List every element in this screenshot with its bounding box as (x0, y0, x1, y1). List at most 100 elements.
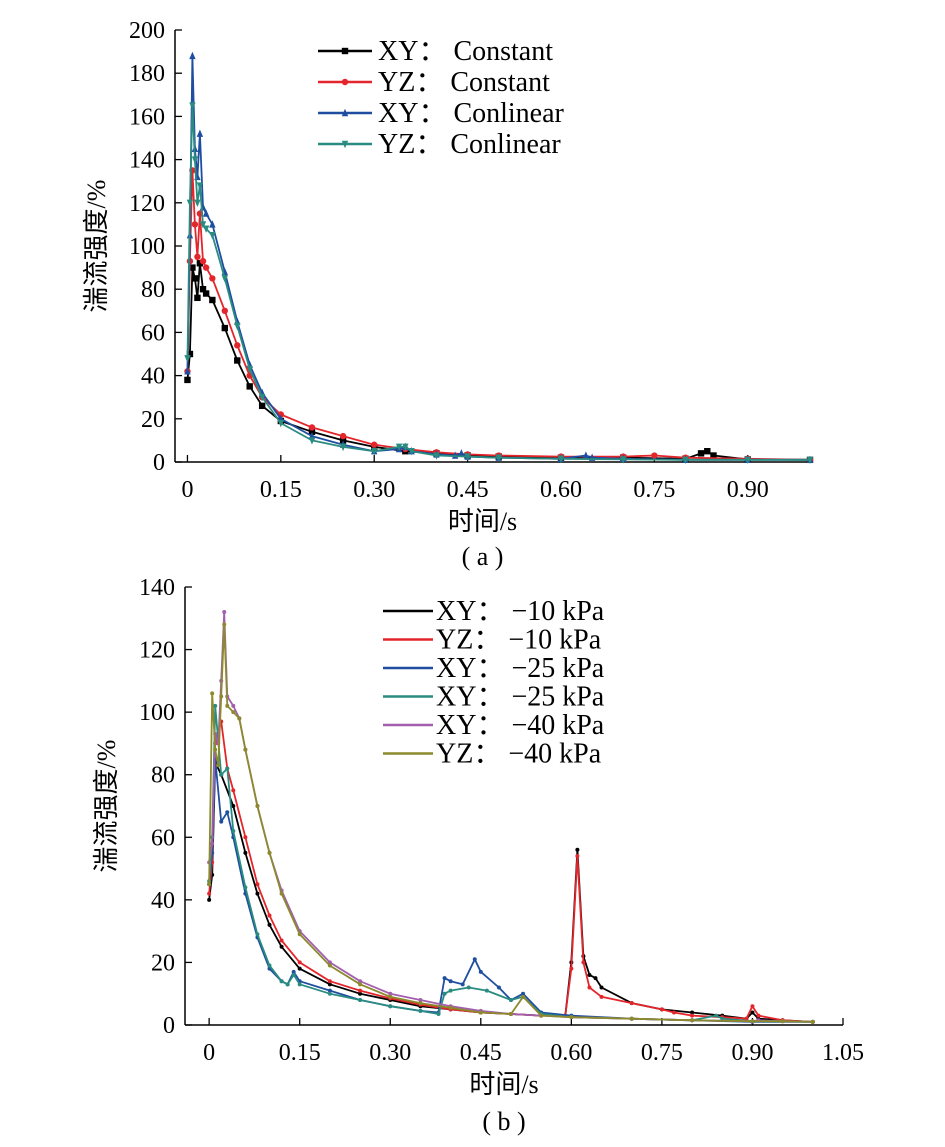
data-point-b-6 (297, 932, 302, 937)
data-point-a-3 (184, 367, 191, 375)
data-point-b-1 (297, 966, 302, 971)
y-tick-label-b: 120 (139, 638, 175, 664)
data-point-a-2 (651, 452, 658, 459)
y-tick-label-b: 60 (151, 825, 175, 851)
data-point-b-2 (756, 1013, 761, 1018)
data-point-b-2 (243, 835, 248, 840)
series-a-1 (184, 260, 814, 464)
x-tick-label-b: 0.75 (641, 1040, 683, 1066)
data-point-a-2 (194, 253, 201, 260)
data-point-b-4 (484, 988, 489, 993)
y-tick-label-a: 160 (129, 104, 165, 130)
data-point-b-1 (243, 850, 248, 855)
data-point-a-2 (371, 441, 378, 448)
data-point-b-6 (279, 891, 284, 896)
data-point-b-2 (671, 1010, 676, 1015)
data-point-b-6 (255, 804, 260, 808)
data-point-a-2 (221, 307, 229, 314)
data-point-b-1 (231, 804, 236, 808)
data-point-a-2 (209, 275, 216, 282)
data-point-b-2 (279, 938, 284, 943)
data-point-b-2 (659, 1007, 664, 1012)
data-point-b-4 (297, 982, 302, 987)
data-point-b-4 (291, 972, 296, 977)
data-point-b-3 (225, 810, 230, 815)
y-tick-label-a: 120 (129, 191, 165, 217)
data-point-b-4 (279, 979, 284, 984)
data-point-b-3 (327, 988, 332, 993)
data-point-a-1 (199, 286, 207, 293)
x-axis-label-a: 时间/s (448, 507, 517, 536)
data-point-b-2 (629, 1001, 634, 1006)
y-tick-label-a: 0 (153, 450, 165, 476)
legend-label-a-3: XY： Conlinear (378, 98, 565, 129)
data-point-b-1 (575, 847, 580, 852)
y-tick-label-a: 60 (141, 320, 165, 346)
chart-panel-b: 0 20 40 60 80 100 120 140 0 0.15 0.30 0.45 0.60 0.75 0… (92, 575, 864, 1136)
data-point-a-2 (234, 342, 241, 349)
data-point-a-1 (184, 376, 191, 384)
data-point-a-1 (191, 275, 199, 282)
x-tick-label-a: 0.15 (260, 477, 302, 503)
data-point-b-4 (243, 885, 248, 890)
data-point-b-5 (210, 841, 215, 846)
data-point-a-4 (408, 448, 415, 456)
data-point-b-6 (207, 882, 212, 887)
data-point-b-3 (472, 957, 477, 962)
data-point-b-4 (714, 1013, 719, 1018)
data-point-a-1 (308, 428, 316, 435)
data-point-b-1 (593, 976, 598, 981)
data-point-a-1 (186, 350, 194, 358)
legend-marker-a-1 (341, 47, 349, 55)
data-point-a-1 (246, 383, 253, 390)
x-tick-label-a: 0.60 (540, 477, 582, 503)
data-point-b-1 (599, 985, 604, 990)
y-tick-label-a: 20 (141, 407, 165, 433)
data-point-a-2 (202, 264, 210, 271)
data-point-a-3 (189, 51, 196, 60)
data-point-a-4 (744, 456, 751, 465)
data-point-b-2 (358, 988, 363, 993)
x-tick-label-a: 0.30 (353, 477, 395, 503)
data-point-b-6 (690, 1018, 695, 1023)
data-point-b-4 (327, 991, 332, 996)
data-point-a-1 (710, 452, 717, 459)
data-point-a-4 (277, 419, 285, 428)
data-point-a-4 (258, 394, 266, 402)
data-point-b-1 (327, 982, 332, 987)
data-point-b-1 (255, 891, 260, 896)
data-point-b-1 (750, 1010, 755, 1015)
data-point-a-4 (246, 365, 253, 374)
data-point-b-2 (231, 788, 236, 793)
x-tick-label-b: 1.05 (822, 1040, 864, 1066)
data-point-b-4 (225, 766, 230, 771)
y-axis-label-a: 湍流强度/% (82, 180, 111, 313)
data-point-a-3 (458, 449, 465, 457)
data-point-b-6 (222, 622, 227, 627)
data-point-b-2 (255, 882, 260, 887)
data-point-b-4 (466, 985, 471, 990)
series-line-a-1 (186, 262, 811, 461)
legend-label-a-1: XY： Constant (378, 36, 553, 67)
data-point-a-1 (189, 264, 196, 271)
data-point-b-3 (496, 985, 501, 990)
data-point-a-2 (308, 424, 316, 431)
data-point-a-4 (371, 448, 378, 456)
series-line-a-3 (186, 55, 810, 461)
x-tick-label-a: 0.75 (633, 477, 675, 503)
x-tick-label-a: 0.45 (447, 477, 489, 503)
data-point-a-4 (221, 275, 229, 283)
data-point-a-4 (202, 225, 210, 233)
data-point-a-4 (184, 355, 191, 363)
data-point-b-4 (213, 703, 218, 708)
data-point-b-4 (285, 982, 290, 987)
x-tick-label-b: 0 (203, 1040, 215, 1066)
data-point-a-3 (202, 209, 210, 217)
data-point-b-5 (388, 991, 393, 996)
data-point-b-1 (690, 1010, 695, 1015)
data-point-b-6 (508, 1012, 513, 1017)
data-point-b-6 (231, 710, 236, 715)
data-point-b-3 (291, 969, 296, 974)
x-tick-label-b: 0.15 (279, 1040, 321, 1066)
